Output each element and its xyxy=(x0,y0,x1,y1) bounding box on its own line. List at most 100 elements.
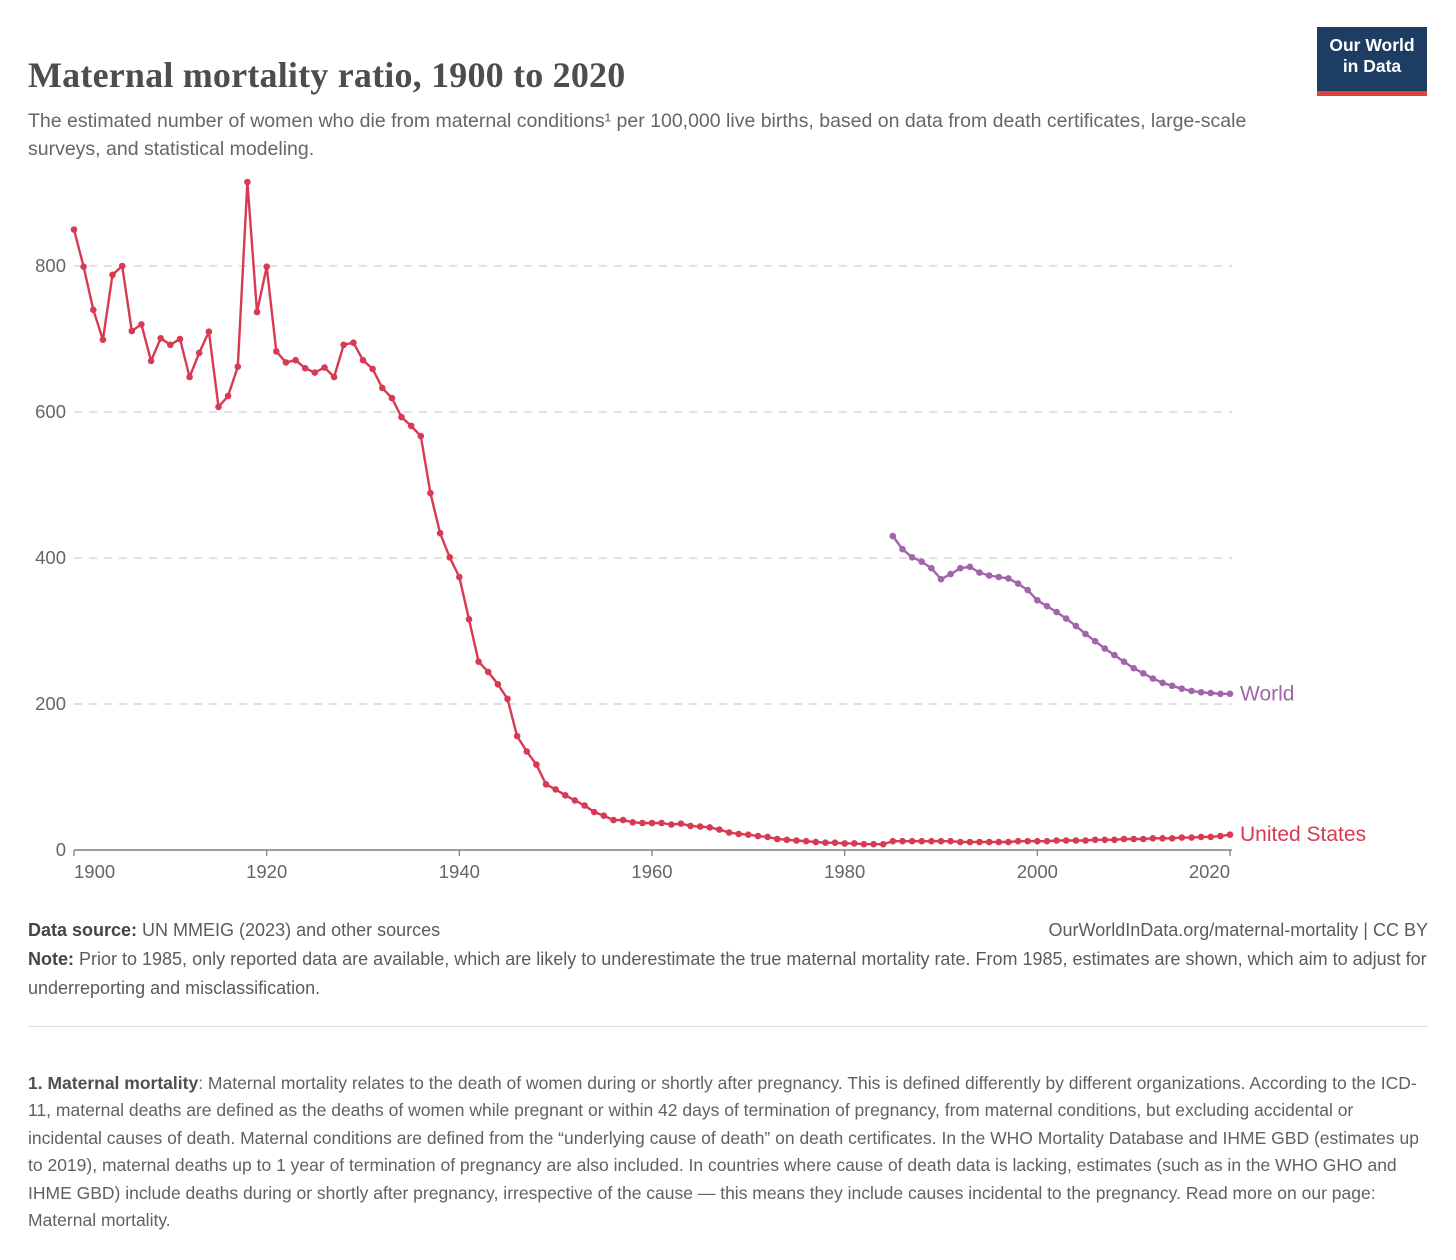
united-states-series-label[interactable]: United States xyxy=(1240,823,1366,846)
data-point xyxy=(1130,664,1137,672)
data-point xyxy=(937,837,945,845)
data-point xyxy=(783,836,791,844)
data-point xyxy=(80,263,87,270)
data-point xyxy=(379,384,386,392)
data-point xyxy=(340,341,348,349)
data-point xyxy=(1082,630,1089,638)
owid-logo-line1: Our World xyxy=(1329,35,1415,55)
data-point xyxy=(918,558,925,565)
data-point xyxy=(1168,835,1176,842)
world-series-label[interactable]: World xyxy=(1240,682,1294,705)
data-point xyxy=(109,271,116,279)
data-point xyxy=(504,695,511,703)
svg-text:1960: 1960 xyxy=(631,861,672,882)
data-point xyxy=(70,226,78,233)
data-point xyxy=(1024,837,1031,845)
chart-container[interactable]: 0 200 400 600 800 1900 1920 1940 1960 1980 2000 202… xyxy=(0,165,1456,910)
data-point xyxy=(1159,679,1166,687)
data-point xyxy=(1217,832,1224,840)
data-point xyxy=(263,263,271,270)
chart-subtitle: The estimated number of women who die fr… xyxy=(28,109,1247,161)
data-point xyxy=(484,668,492,676)
svg-text:1900: 1900 xyxy=(74,861,115,882)
data-source-text: UN MMEIG (2023) and other sources xyxy=(137,920,441,940)
data-point xyxy=(1043,602,1051,610)
data-point xyxy=(725,829,733,836)
data-point xyxy=(562,792,569,799)
data-point xyxy=(1005,575,1012,582)
data-point xyxy=(985,572,993,579)
series-united-states[interactable]: United States xyxy=(70,178,1366,848)
data-point xyxy=(908,554,916,561)
data-point xyxy=(658,819,665,827)
data-point xyxy=(1014,837,1022,845)
series-world[interactable]: World xyxy=(889,532,1295,706)
data-point xyxy=(157,335,164,342)
data-point xyxy=(407,422,415,430)
data-point xyxy=(398,413,405,421)
data-point xyxy=(282,359,290,366)
data-point xyxy=(937,575,945,583)
data-point xyxy=(889,837,897,845)
data-point xyxy=(1024,586,1031,594)
data-point xyxy=(167,341,174,349)
data-point xyxy=(706,824,714,831)
data-point xyxy=(138,321,145,328)
data-point xyxy=(957,838,964,846)
data-point xyxy=(822,839,829,846)
data-point xyxy=(1197,833,1205,841)
data-point xyxy=(773,835,781,843)
footnote-divider xyxy=(28,1026,1428,1027)
data-point xyxy=(205,328,213,335)
data-point xyxy=(195,349,203,357)
chart-footer: Data source: UN MMEIG (2023) and other s… xyxy=(28,916,1428,1003)
data-point xyxy=(1197,689,1205,696)
data-point xyxy=(879,840,887,848)
data-point xyxy=(754,832,762,840)
mortality-line-chart[interactable]: 0 200 400 600 800 1900 1920 1940 1960 1980 2000 202… xyxy=(0,165,1456,910)
data-point xyxy=(118,262,126,270)
data-point xyxy=(1043,837,1051,845)
data-point xyxy=(176,335,184,343)
data-point xyxy=(985,838,993,846)
note-text: Prior to 1985, only reported data are av… xyxy=(28,949,1427,998)
data-point xyxy=(1188,834,1195,841)
data-point xyxy=(244,178,251,186)
data-point xyxy=(1207,833,1214,841)
data-point xyxy=(128,327,136,335)
data-point xyxy=(1140,835,1147,843)
data-point xyxy=(1178,685,1186,692)
data-point xyxy=(677,820,685,827)
data-point xyxy=(581,802,588,809)
data-point xyxy=(1111,651,1118,659)
data-point xyxy=(1062,615,1070,622)
data-point xyxy=(947,570,954,578)
data-point xyxy=(1111,836,1118,844)
canonical-url[interactable]: OurWorldInData.org/maternal-mortality | … xyxy=(1048,920,1428,940)
svg-text:2020: 2020 xyxy=(1189,861,1230,882)
y-gridlines xyxy=(74,265,1232,705)
data-point xyxy=(147,357,155,365)
data-point xyxy=(1091,637,1099,645)
data-point xyxy=(619,816,627,824)
data-point xyxy=(513,732,521,740)
data-point xyxy=(1034,597,1041,604)
data-point xyxy=(1072,622,1080,630)
svg-text:600: 600 xyxy=(35,401,66,422)
data-point xyxy=(590,808,598,816)
data-point xyxy=(99,336,107,343)
data-point xyxy=(292,356,299,364)
data-point xyxy=(918,837,925,845)
data-point xyxy=(687,822,694,830)
data-point xyxy=(870,840,877,848)
owid-logo[interactable]: Our World in Data xyxy=(1317,27,1427,96)
data-point xyxy=(494,681,502,688)
data-point xyxy=(745,831,752,838)
data-point xyxy=(1082,837,1089,844)
data-point xyxy=(234,363,242,370)
data-point xyxy=(908,837,916,845)
data-point xyxy=(1120,658,1128,665)
data-point xyxy=(966,838,974,846)
footnote: 1. Maternal mortality: Maternal mortalit… xyxy=(28,1070,1432,1236)
data-point xyxy=(1130,835,1137,843)
